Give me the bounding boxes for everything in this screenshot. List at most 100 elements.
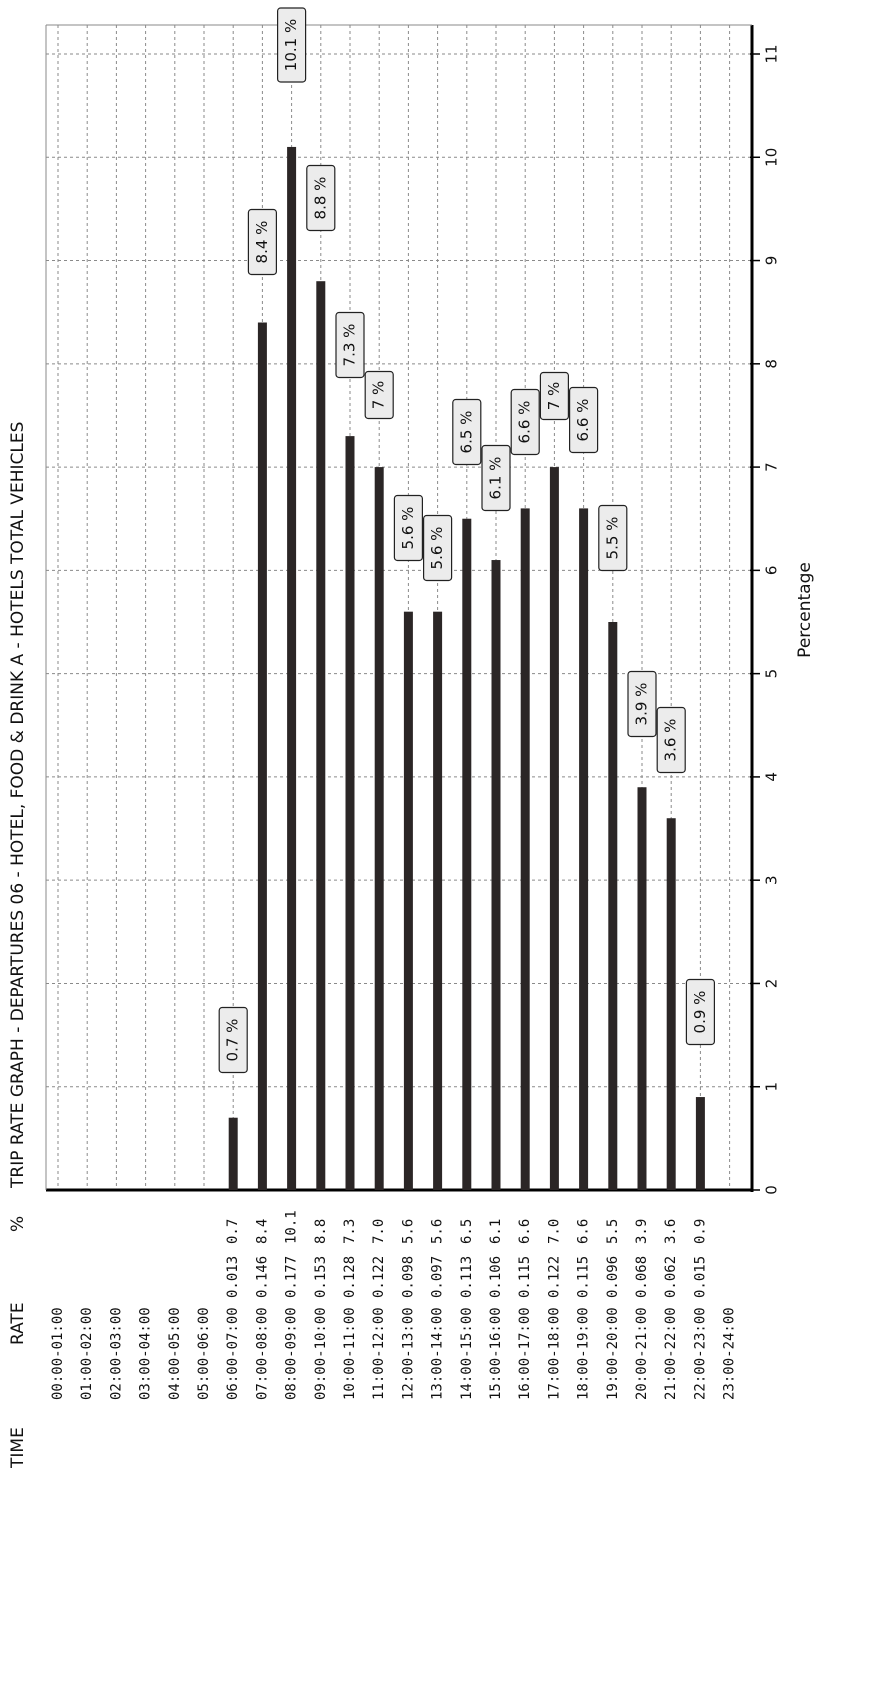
rate-cell: 0.128: [342, 1256, 358, 1298]
value-tick-label: 2: [763, 979, 781, 989]
value-tick-label: 1: [763, 1082, 781, 1092]
time-cell: 10:00-11:00: [342, 1307, 358, 1400]
bar: [287, 146, 297, 1191]
bar: [695, 1097, 705, 1190]
data-label-box: [364, 370, 394, 420]
rate-cell: 0.177: [284, 1256, 300, 1298]
percent-cell: 5.6: [400, 1219, 416, 1244]
rate-cell: 0.113: [459, 1256, 475, 1298]
data-label-box: [539, 371, 570, 421]
percent-cell: 6.6: [576, 1219, 592, 1244]
data-label-box: [247, 208, 277, 276]
bar: [637, 787, 647, 1190]
rate-cell: 0.062: [663, 1256, 679, 1298]
bar: [433, 611, 443, 1190]
percent-cell: 7.0: [371, 1219, 387, 1244]
column-header-rate: RATE: [8, 1302, 28, 1345]
data-label-box: [568, 386, 599, 454]
rate-cell: 0.097: [430, 1256, 446, 1298]
percent-cell: 3.6: [663, 1219, 679, 1244]
rate-cell: 0.098: [400, 1256, 416, 1298]
rate-cell: 0.122: [546, 1256, 562, 1298]
percent-cell: 7.0: [546, 1219, 562, 1244]
time-cell: 19:00-20:00: [605, 1307, 621, 1400]
bar: [374, 467, 384, 1190]
percent-cell: 7.3: [342, 1219, 358, 1244]
time-cell: 04:00-05:00: [167, 1307, 183, 1400]
time-cell: 12:00-13:00: [400, 1307, 416, 1400]
rate-cell: 0.115: [517, 1256, 533, 1298]
value-tick-label: 10: [763, 148, 781, 167]
data-label: 5.6 %: [428, 527, 446, 570]
data-label-box: [335, 311, 365, 379]
bar: [462, 518, 472, 1190]
rate-cell: 0.013: [225, 1256, 241, 1298]
bar: [666, 818, 676, 1190]
percent-cell: 6.5: [459, 1219, 475, 1244]
data-label: 7 %: [545, 382, 563, 411]
rate-cell: 0.068: [634, 1256, 650, 1298]
percent-cell: 6.1: [488, 1219, 504, 1244]
percent-cell: 8.4: [254, 1219, 270, 1244]
data-label-box: [423, 514, 453, 582]
time-cell: 02:00-03:00: [108, 1307, 124, 1400]
data-label-box: [598, 504, 628, 572]
data-label: 8.4 %: [253, 221, 271, 264]
value-tick-label: 7: [763, 462, 781, 472]
time-cell: 23:00-24:00: [722, 1307, 738, 1400]
data-label: 3.6 %: [662, 719, 680, 762]
data-label: 7.3 %: [341, 324, 359, 367]
rate-cell: 0.096: [605, 1256, 621, 1298]
data-label: 6.6 %: [574, 399, 592, 442]
data-label-box: [393, 494, 423, 562]
value-tick-label: 8: [763, 359, 781, 369]
data-label-box: [452, 398, 482, 466]
data-label: 5.5 %: [603, 517, 621, 560]
percent-cell: 10.1: [284, 1210, 300, 1244]
data-label: 6.6 %: [516, 401, 534, 444]
data-label: 5.6 %: [399, 507, 417, 550]
value-tick-label: 9: [763, 256, 781, 266]
data-label: 6.5 %: [457, 411, 475, 454]
time-cell: 11:00-12:00: [371, 1307, 387, 1400]
data-label-box: [685, 978, 716, 1046]
rate-cell: 0.115: [576, 1256, 592, 1298]
time-cell: 09:00-10:00: [313, 1307, 329, 1400]
time-cell: 05:00-06:00: [196, 1307, 212, 1400]
bar: [520, 508, 530, 1190]
data-label: 0.9 %: [691, 991, 709, 1034]
value-axis-title: Percentage: [795, 562, 815, 658]
percent-cell: 5.5: [605, 1219, 621, 1244]
chart-title: TRIP RATE GRAPH - DEPARTURES 06 - HOTEL,…: [8, 422, 28, 1189]
bar: [549, 467, 559, 1190]
bar: [228, 1117, 238, 1190]
time-cell: 16:00-17:00: [517, 1307, 533, 1400]
data-label-box: [306, 164, 336, 232]
data-label-box: [277, 7, 307, 83]
bar: [403, 611, 413, 1190]
value-tick-label: 3: [763, 875, 781, 885]
data-label-box: [510, 388, 540, 456]
percent-cell: 0.9: [692, 1219, 708, 1244]
rate-cell: 0.106: [488, 1256, 504, 1298]
time-cell: 21:00-22:00: [663, 1307, 679, 1400]
data-label-box: [656, 706, 686, 774]
time-cell: 20:00-21:00: [634, 1307, 650, 1400]
percent-cell: 5.6: [430, 1219, 446, 1244]
time-cell: 13:00-14:00: [430, 1307, 446, 1400]
value-tick-label: 4: [763, 772, 781, 782]
bar: [491, 560, 501, 1190]
value-tick-label: 11: [763, 44, 781, 63]
value-tick-label: 6: [763, 566, 781, 576]
time-cell: 14:00-15:00: [459, 1307, 475, 1400]
data-label: 8.8 %: [311, 177, 329, 220]
rate-cell: 0.146: [254, 1256, 270, 1298]
value-tick-label: 5: [763, 669, 781, 679]
bar: [316, 281, 326, 1190]
data-label: 10.1 %: [282, 19, 300, 71]
data-label: 3.9 %: [633, 683, 651, 726]
time-cell: 15:00-16:00: [488, 1307, 504, 1400]
bar: [608, 622, 618, 1190]
